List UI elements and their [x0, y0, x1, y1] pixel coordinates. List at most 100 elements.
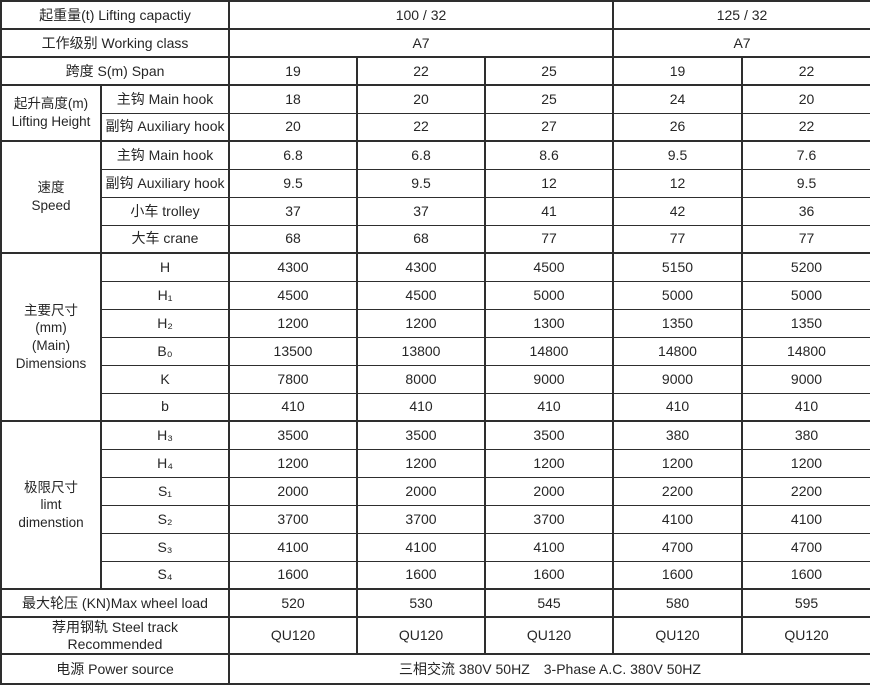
cell-value: 2000	[484, 476, 614, 506]
cell-value: 9000	[740, 364, 870, 394]
cell-value: 2200	[740, 476, 870, 506]
span-value: 25	[484, 56, 614, 86]
row-label-B0: B₀	[100, 336, 230, 366]
cell-value: 410	[228, 392, 358, 422]
cell-value: 24	[612, 84, 743, 114]
row-label-max-wheel-load: 最大轮压 (KN)Max wheel load	[0, 588, 230, 618]
cell-value: 12	[612, 168, 743, 198]
cell-value: QU120	[612, 616, 743, 655]
cell-value: 9.5	[228, 168, 358, 198]
cell-value: 8000	[356, 364, 486, 394]
cell-value: 530	[356, 588, 486, 618]
cell-value: 77	[612, 224, 743, 254]
cell-value: 20	[356, 84, 486, 114]
capacity-value-group1: 100 / 32	[228, 0, 614, 30]
cell-value: 8.6	[484, 140, 614, 170]
row-label-H4: H₄	[100, 448, 230, 478]
cell-value: 18	[228, 84, 358, 114]
cell-value: 3500	[484, 420, 614, 450]
group-label-lifting-height: 起升高度(m) Lifting Height	[0, 84, 102, 142]
cell-value: 5000	[612, 280, 743, 310]
cell-value: 1350	[740, 308, 870, 338]
row-label-power-source: 电源 Power source	[0, 653, 230, 685]
row-label-S1: S₁	[100, 476, 230, 506]
row-label-main-hook: 主钩 Main hook	[100, 140, 230, 170]
cell-value: 22	[740, 112, 870, 142]
cell-value: 580	[612, 588, 743, 618]
cell-value: 9000	[484, 364, 614, 394]
cell-value: 1600	[228, 560, 358, 590]
cell-value: 14800	[484, 336, 614, 366]
cell-value: 410	[356, 392, 486, 422]
row-label-H2: H₂	[100, 308, 230, 338]
cell-value: 5200	[740, 252, 870, 282]
cell-value: 9.5	[356, 168, 486, 198]
cell-value: 2000	[356, 476, 486, 506]
working-class-value-group1: A7	[228, 28, 614, 58]
cell-value: 1600	[356, 560, 486, 590]
span-value: 19	[612, 56, 743, 86]
cell-value: 7.6	[740, 140, 870, 170]
row-label-H1: H₁	[100, 280, 230, 310]
cell-value: 520	[228, 588, 358, 618]
cell-value: 4300	[356, 252, 486, 282]
cell-value: 2200	[612, 476, 743, 506]
row-label-auxiliary-hook: 副钩 Auxiliary hook	[100, 168, 230, 198]
row-label-S2: S₂	[100, 504, 230, 534]
cell-value: 1600	[740, 560, 870, 590]
cell-value: 410	[740, 392, 870, 422]
cell-value: 37	[356, 196, 486, 226]
cell-value: 1200	[740, 448, 870, 478]
row-label-S3: S₃	[100, 532, 230, 562]
row-label-main-hook: 主钩 Main hook	[100, 84, 230, 114]
cell-value: 14800	[612, 336, 743, 366]
cell-value: 12	[484, 168, 614, 198]
cell-value: 1600	[612, 560, 743, 590]
row-label-H: H	[100, 252, 230, 282]
cell-value: 4500	[484, 252, 614, 282]
cell-value: 20	[740, 84, 870, 114]
row-label-span: 跨度 S(m) Span	[0, 56, 230, 86]
row-label-H3: H₃	[100, 420, 230, 450]
cell-value: 36	[740, 196, 870, 226]
cell-value: QU120	[356, 616, 486, 655]
row-label-S4: S₄	[100, 560, 230, 590]
cell-value: QU120	[484, 616, 614, 655]
cell-value: 4500	[356, 280, 486, 310]
cell-value: 1200	[484, 448, 614, 478]
row-label-working-class: 工作级别 Working class	[0, 28, 230, 58]
row-label-auxiliary-hook: 副钩 Auxiliary hook	[100, 112, 230, 142]
cell-value: 26	[612, 112, 743, 142]
cell-value: 4100	[740, 504, 870, 534]
cell-value: 4100	[484, 532, 614, 562]
cell-value: 13500	[228, 336, 358, 366]
capacity-value-group2: 125 / 32	[611, 0, 870, 30]
cell-value: 41	[484, 196, 614, 226]
cell-value: 9.5	[612, 140, 743, 170]
cell-value: 13800	[356, 336, 486, 366]
cell-value: 380	[740, 420, 870, 450]
cell-value: 22	[356, 112, 486, 142]
cell-value: QU120	[228, 616, 358, 655]
row-label-steel-track: 荐用钢轨 Steel track Recommended	[0, 616, 230, 655]
cell-value: 3700	[228, 504, 358, 534]
span-value: 22	[356, 56, 486, 86]
cell-value: 410	[612, 392, 743, 422]
cell-value: 9.5	[740, 168, 870, 198]
row-label-trolley: 小车 trolley	[100, 196, 230, 226]
cell-value: 5000	[740, 280, 870, 310]
cell-value: 42	[612, 196, 743, 226]
span-value: 19	[228, 56, 358, 86]
cell-value: 4100	[612, 504, 743, 534]
cell-value: 545	[484, 588, 614, 618]
cell-value: 68	[228, 224, 358, 254]
row-label-K: K	[100, 364, 230, 394]
cell-value: 7800	[228, 364, 358, 394]
cell-value: 4700	[612, 532, 743, 562]
group-label-speed: 速度 Speed	[0, 140, 102, 254]
cell-value: 27	[484, 112, 614, 142]
cell-value: 6.8	[228, 140, 358, 170]
cell-value: 4100	[228, 532, 358, 562]
cell-value: 4100	[356, 532, 486, 562]
